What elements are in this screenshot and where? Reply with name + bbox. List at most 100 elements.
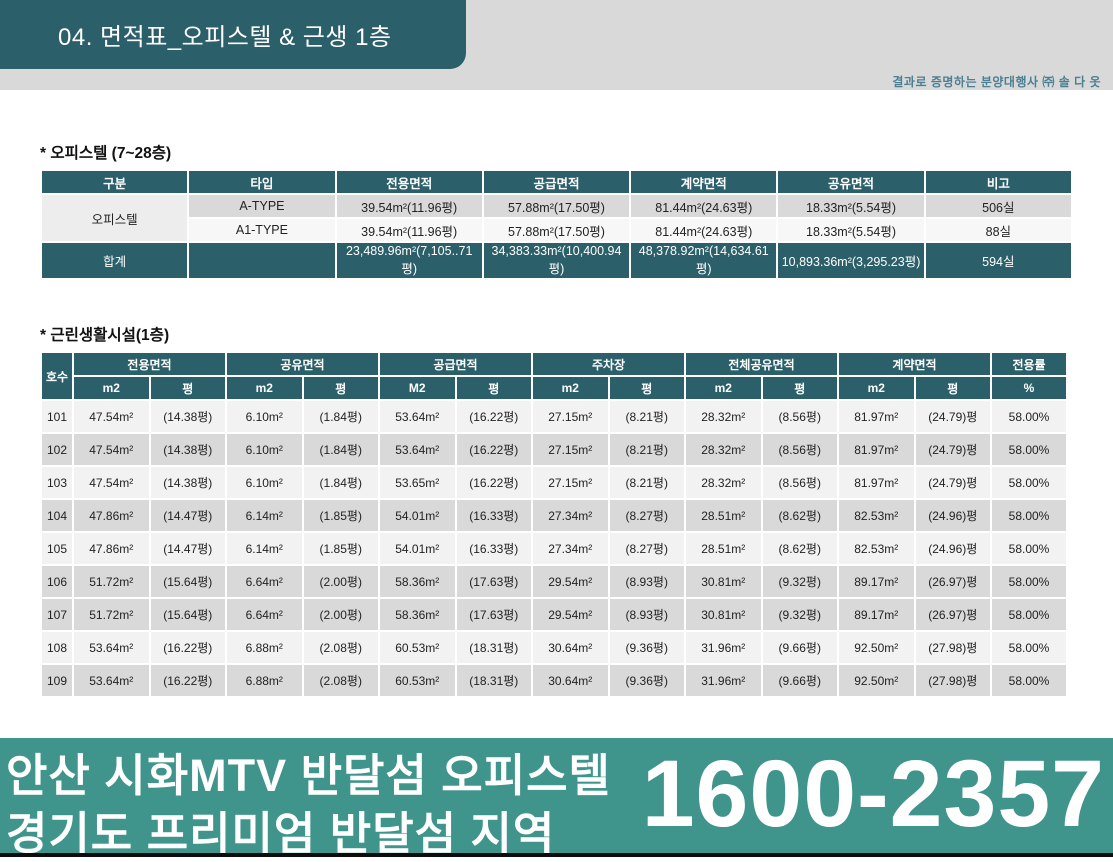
value-cell: 92.50m² <box>839 665 914 696</box>
top-band: 04. 면적표_오피스텔 & 근생 1층 결과로 증명하는 분양대행사 ㈜ 솔 … <box>0 0 1113 90</box>
officetel-header-row: 구분 타입 전용면적 공급면적 계약면적 공유면적 비고 <box>42 171 1071 193</box>
type-cell: A1-TYPE <box>189 219 335 241</box>
group-header-shared: 공유면적 <box>227 353 378 375</box>
value-cell: (24.79)평 <box>915 434 990 465</box>
value-cell: 6.10m² <box>227 467 302 498</box>
note-cell: 594실 <box>925 243 1071 278</box>
unit-number-cell: 108 <box>42 632 72 663</box>
value-cell: 30.81m² <box>686 566 761 597</box>
value-cell: 81.97m² <box>839 401 914 432</box>
value-cell: 53.64m² <box>380 401 455 432</box>
value-cell: (1.84평) <box>303 401 378 432</box>
value-cell: (1.84평) <box>303 434 378 465</box>
value-cell: 53.64m² <box>74 632 149 663</box>
value-cell: (8.62평) <box>762 533 837 564</box>
value-cell: 23,489.96m²(7,105..71평) <box>336 243 482 278</box>
table-row: 102 47.54m² (14.38평) 6.10m² (1.84평) 53.64m² (1… <box>42 434 1066 465</box>
table-row: 109 53.64m² (16.22평) 6.88m² (2.08평) 60.53m² (1… <box>42 665 1066 696</box>
value-cell: 31.96m² <box>686 632 761 663</box>
unit-number-cell: 109 <box>42 665 72 696</box>
value-cell: 81.44m²(24.63평) <box>631 219 777 241</box>
sub-header: m2 <box>686 377 761 399</box>
column-header-ho: 호수 <box>42 353 72 399</box>
sub-header: m2 <box>839 377 914 399</box>
unit-number-cell: 106 <box>42 566 72 597</box>
value-cell: 27.15m² <box>533 401 608 432</box>
value-cell: 30.81m² <box>686 599 761 630</box>
note-cell: 88실 <box>925 219 1071 241</box>
value-cell: (16.22평) <box>456 434 531 465</box>
value-cell: (8.56평) <box>762 434 837 465</box>
value-cell: 28.51m² <box>686 533 761 564</box>
neighborhood-table: 호수 전용면적 공유면적 공급면적 주차장 전체공유면적 계약면적 전용률 m2… <box>40 351 1068 698</box>
value-cell: (27.98)평 <box>915 665 990 696</box>
total-row: 합계 23,489.96m²(7,105..71평) 34,383.33m²(1… <box>42 243 1071 278</box>
value-cell: (9.32평) <box>762 566 837 597</box>
value-cell: (16.33평) <box>456 500 531 531</box>
group-label-cell: 오피스텔 <box>42 195 188 241</box>
empty-cell <box>189 243 335 278</box>
value-cell: 82.53m² <box>839 500 914 531</box>
value-cell: (15.64평) <box>150 566 225 597</box>
unit-number-cell: 101 <box>42 401 72 432</box>
value-cell: (8.27평) <box>609 500 684 531</box>
value-cell: 53.65m² <box>380 467 455 498</box>
agency-tagline: 결과로 증명하는 분양대행사 ㈜ 솔 다 옷 <box>892 75 1101 89</box>
value-cell: (14.47평) <box>150 533 225 564</box>
value-cell: (14.47평) <box>150 500 225 531</box>
value-cell: 81.97m² <box>839 434 914 465</box>
value-cell: 58.00% <box>992 533 1066 564</box>
column-header-shared: 공유면적 <box>778 171 924 193</box>
value-cell: 51.72m² <box>74 566 149 597</box>
value-cell: 28.32m² <box>686 401 761 432</box>
value-cell: (17.63평) <box>456 566 531 597</box>
value-cell: (26.97)평 <box>915 599 990 630</box>
value-cell: 60.53m² <box>380 665 455 696</box>
value-cell: 6.14m² <box>227 500 302 531</box>
value-cell: 58.00% <box>992 434 1066 465</box>
unit-number-cell: 103 <box>42 467 72 498</box>
value-cell: 27.15m² <box>533 467 608 498</box>
value-cell: (18.31평) <box>456 632 531 663</box>
value-cell: 6.88m² <box>227 632 302 663</box>
value-cell: 39.54m²(11.96평) <box>336 195 482 217</box>
value-cell: (9.32평) <box>762 599 837 630</box>
value-cell: 6.10m² <box>227 401 302 432</box>
type-cell: A-TYPE <box>189 195 335 217</box>
sub-header: M2 <box>380 377 455 399</box>
sub-header: 평 <box>762 377 837 399</box>
sub-header: m2 <box>227 377 302 399</box>
value-cell: 47.86m² <box>74 533 149 564</box>
value-cell: 30.64m² <box>533 665 608 696</box>
column-header-type: 타입 <box>189 171 335 193</box>
value-cell: (8.62평) <box>762 500 837 531</box>
value-cell: (16.22평) <box>456 401 531 432</box>
value-cell: 10,893.36m²(3,295.23평) <box>778 243 924 278</box>
value-cell: 89.17m² <box>839 599 914 630</box>
value-cell: 18.33m²(5.54평) <box>778 219 924 241</box>
table-row: 오피스텔 A-TYPE 39.54m²(11.96평) 57.88m²(17.5… <box>42 195 1071 241</box>
value-cell: (14.38평) <box>150 401 225 432</box>
value-cell: (8.21평) <box>609 401 684 432</box>
value-cell: (8.56평) <box>762 467 837 498</box>
value-cell: 58.00% <box>992 599 1066 630</box>
value-cell: (9.66평) <box>762 665 837 696</box>
officetel-table: 구분 타입 전용면적 공급면적 계약면적 공유면적 비고 오피스텔 A-TYPE… <box>40 169 1073 280</box>
value-cell: (1.85평) <box>303 500 378 531</box>
column-header-supply: 공급면적 <box>483 171 630 193</box>
total-label-cell: 합계 <box>42 243 188 278</box>
value-cell: (9.66평) <box>762 632 837 663</box>
column-header-contract: 계약면적 <box>631 171 777 193</box>
value-cell: 89.17m² <box>839 566 914 597</box>
value-cell: 27.15m² <box>533 434 608 465</box>
table-row: 101 47.54m² (14.38평) 6.10m² (1.84평) 53.64m² (1… <box>42 401 1066 432</box>
value-cell: 6.64m² <box>227 566 302 597</box>
table-row: 107 51.72m² (15.64평) 6.64m² (2.00평) 58.36m² (1… <box>42 599 1066 630</box>
value-cell: 6.10m² <box>227 434 302 465</box>
value-cell: 57.88m²(17.50평) <box>483 219 630 241</box>
value-cell: (16.33평) <box>456 533 531 564</box>
table-row: 104 47.86m² (14.47평) 6.14m² (1.85평) 54.01m² (1… <box>42 500 1066 531</box>
page-title-box: 04. 면적표_오피스텔 & 근생 1층 <box>0 0 466 69</box>
value-cell: 58.00% <box>992 665 1066 696</box>
value-cell: 81.44m²(24.63평) <box>631 195 777 217</box>
